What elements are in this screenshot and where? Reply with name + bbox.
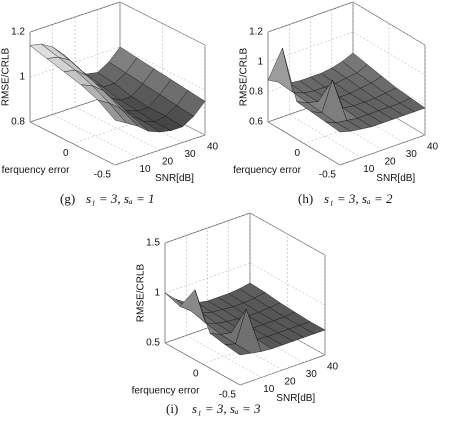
panel-caption: s₁ = 3, sₐ = 3 [192, 401, 261, 416]
x-tick-label: 40 [427, 142, 439, 153]
x-tick-label: 30 [185, 149, 197, 160]
surface-plot: 0.8 1 1.2 10 20 30 40 -0.5 0 SNR[dB] ferquency err… [1, 1, 219, 206]
z-axis-label: RMSE/CRLB [239, 48, 250, 107]
y-tick-label: -0.5 [219, 390, 237, 401]
x-axis-label: SNR[dB] [276, 393, 315, 404]
x-tick-label: 30 [406, 149, 418, 160]
axis-frame [249, 212, 326, 256]
panel-caption: s₁ = 3, sₐ = 2 [324, 191, 393, 206]
panel-label: (h) [298, 191, 313, 206]
z-tick-label: 1.2 [249, 27, 263, 38]
surface-cell [97, 99, 127, 124]
y-tick-label: 0 [294, 148, 300, 159]
y-tick-label: 0 [193, 369, 199, 380]
surface-cell [224, 343, 252, 356]
grid-line [289, 114, 362, 158]
x-tick-label: 10 [263, 384, 275, 395]
x-tick-label: 20 [162, 157, 174, 168]
panel-caption: s₁ = 3, sₐ = 1 [86, 191, 155, 206]
z-axis-label: RMSE/CRLB [136, 264, 147, 323]
y-tick-label: -0.5 [94, 170, 112, 181]
grid-line [339, 134, 426, 166]
y-axis-label: ferquency error [233, 165, 301, 176]
z-tick-label: 1.5 [146, 238, 160, 249]
z-tick-label: 0.6 [249, 117, 263, 128]
y-tick-label: -0.5 [319, 170, 337, 181]
x-tick-label: 10 [140, 164, 152, 175]
x-axis-label: SNR[dB] [155, 173, 194, 184]
surface-cell [324, 121, 352, 133]
panel-label: (i) [166, 401, 178, 416]
z-tick-label: 0.5 [146, 338, 160, 349]
x-tick-label: 40 [327, 362, 339, 373]
z-tick-label: 1 [19, 72, 25, 83]
y-axis-label: ferquency error [132, 386, 200, 397]
z-tick-label: 1 [257, 57, 263, 68]
y-axis-label: ferquency error [2, 165, 70, 176]
x-tick-label: 10 [363, 164, 375, 175]
x-tick-label: 30 [306, 369, 318, 380]
grid-line [164, 212, 251, 244]
y-tick-label: 0 [63, 148, 69, 159]
surface-plot: 0.6 0.8 1 1.2 10 20 30 40 -0.5 0 SNR[dB] ferquency … [233, 1, 439, 206]
x-tick-label: 20 [285, 377, 297, 388]
z-tick-label: 0.8 [249, 87, 263, 98]
surface-plot: 0.5 1 1.5 10 20 30 40 -0.5 0 SNR[dB] ferquency err… [132, 212, 339, 416]
z-tick-label: 1 [154, 288, 160, 299]
x-tick-label: 40 [207, 142, 219, 153]
z-axis-label: RMSE/CRLB [1, 48, 12, 107]
x-axis-label: SNR[dB] [376, 173, 415, 184]
panel-label: (g) [60, 191, 75, 206]
z-tick-label: 1.2 [11, 27, 25, 38]
x-tick-label: 20 [385, 157, 397, 168]
grid-line [239, 354, 326, 386]
z-tick-label: 0.8 [11, 117, 25, 128]
